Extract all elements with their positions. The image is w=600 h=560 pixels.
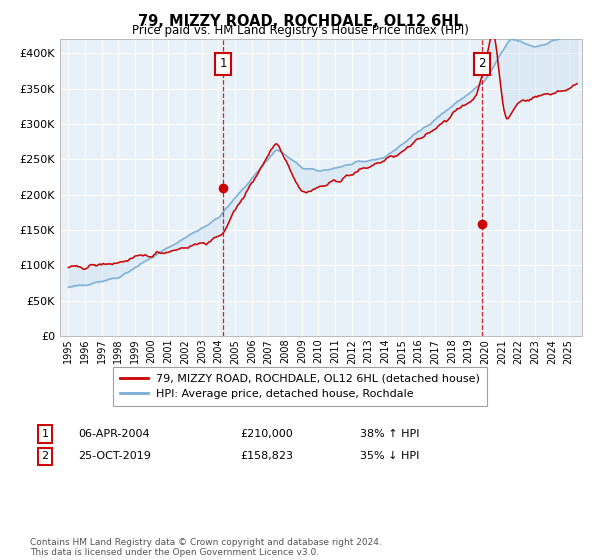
Text: Contains HM Land Registry data © Crown copyright and database right 2024.
This d: Contains HM Land Registry data © Crown c… bbox=[30, 538, 382, 557]
Text: 06-APR-2004: 06-APR-2004 bbox=[78, 429, 149, 439]
Text: 1: 1 bbox=[219, 58, 227, 71]
Text: Price paid vs. HM Land Registry's House Price Index (HPI): Price paid vs. HM Land Registry's House … bbox=[131, 24, 469, 37]
Text: 2: 2 bbox=[41, 451, 49, 461]
Legend: 79, MIZZY ROAD, ROCHDALE, OL12 6HL (detached house), HPI: Average price, detache: 79, MIZZY ROAD, ROCHDALE, OL12 6HL (deta… bbox=[113, 367, 487, 406]
Text: 2: 2 bbox=[479, 58, 486, 71]
Text: 38% ↑ HPI: 38% ↑ HPI bbox=[360, 429, 419, 439]
Text: 35% ↓ HPI: 35% ↓ HPI bbox=[360, 451, 419, 461]
Text: 1: 1 bbox=[41, 429, 49, 439]
Text: £210,000: £210,000 bbox=[240, 429, 293, 439]
Text: 25-OCT-2019: 25-OCT-2019 bbox=[78, 451, 151, 461]
Text: £158,823: £158,823 bbox=[240, 451, 293, 461]
Text: 79, MIZZY ROAD, ROCHDALE, OL12 6HL: 79, MIZZY ROAD, ROCHDALE, OL12 6HL bbox=[137, 14, 463, 29]
